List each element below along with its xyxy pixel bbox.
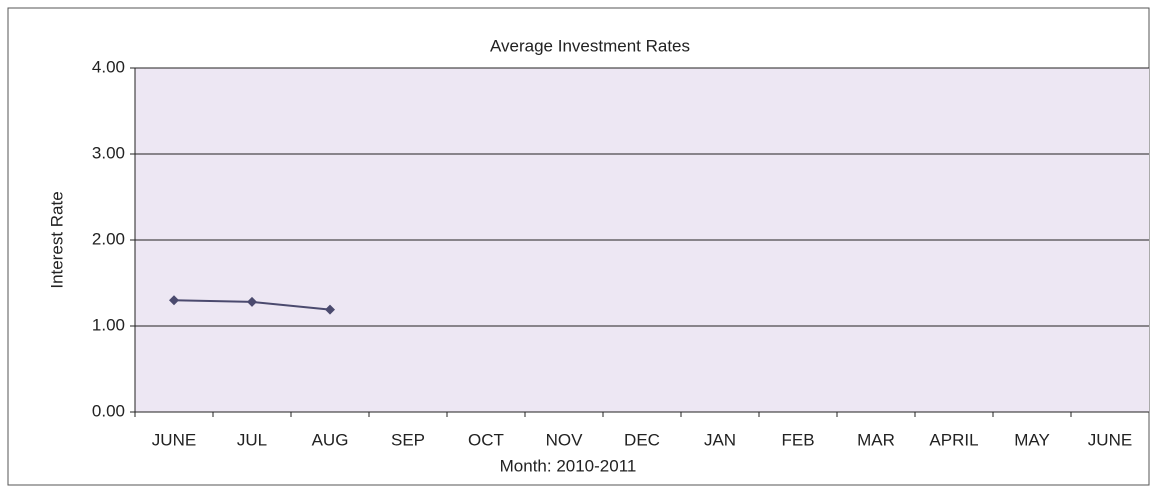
x-tick-label: JAN (704, 430, 736, 449)
y-tick-label: 0.00 (92, 401, 125, 420)
x-tick-label: AUG (312, 430, 349, 449)
x-tick-label: JUNE (152, 430, 196, 449)
x-tick-label: JUNE (1088, 430, 1132, 449)
y-tick-label: 4.00 (92, 57, 125, 76)
x-tick-label: DEC (624, 430, 660, 449)
y-tick-label: 2.00 (92, 229, 125, 248)
y-tick-label: 3.00 (92, 143, 125, 162)
x-tick-label: FEB (781, 430, 814, 449)
y-tick-label: 1.00 (92, 315, 125, 334)
marker (169, 295, 179, 306)
chart-title: Average Investment Rates (490, 36, 690, 55)
marker (247, 296, 257, 307)
x-tick-label: MAY (1014, 430, 1050, 449)
marker (325, 304, 335, 315)
x-tick-label: APRIL (929, 430, 978, 449)
x-tick-label: NOV (546, 430, 584, 449)
x-tick-label: OCT (468, 430, 504, 449)
y-axis-label: Interest Rate (47, 191, 66, 288)
x-axis-label: Month: 2010-2011 (500, 456, 637, 475)
x-tick-label: MAR (857, 430, 895, 449)
x-tick-label: JUL (237, 430, 267, 449)
x-tick-label: SEP (391, 430, 425, 449)
